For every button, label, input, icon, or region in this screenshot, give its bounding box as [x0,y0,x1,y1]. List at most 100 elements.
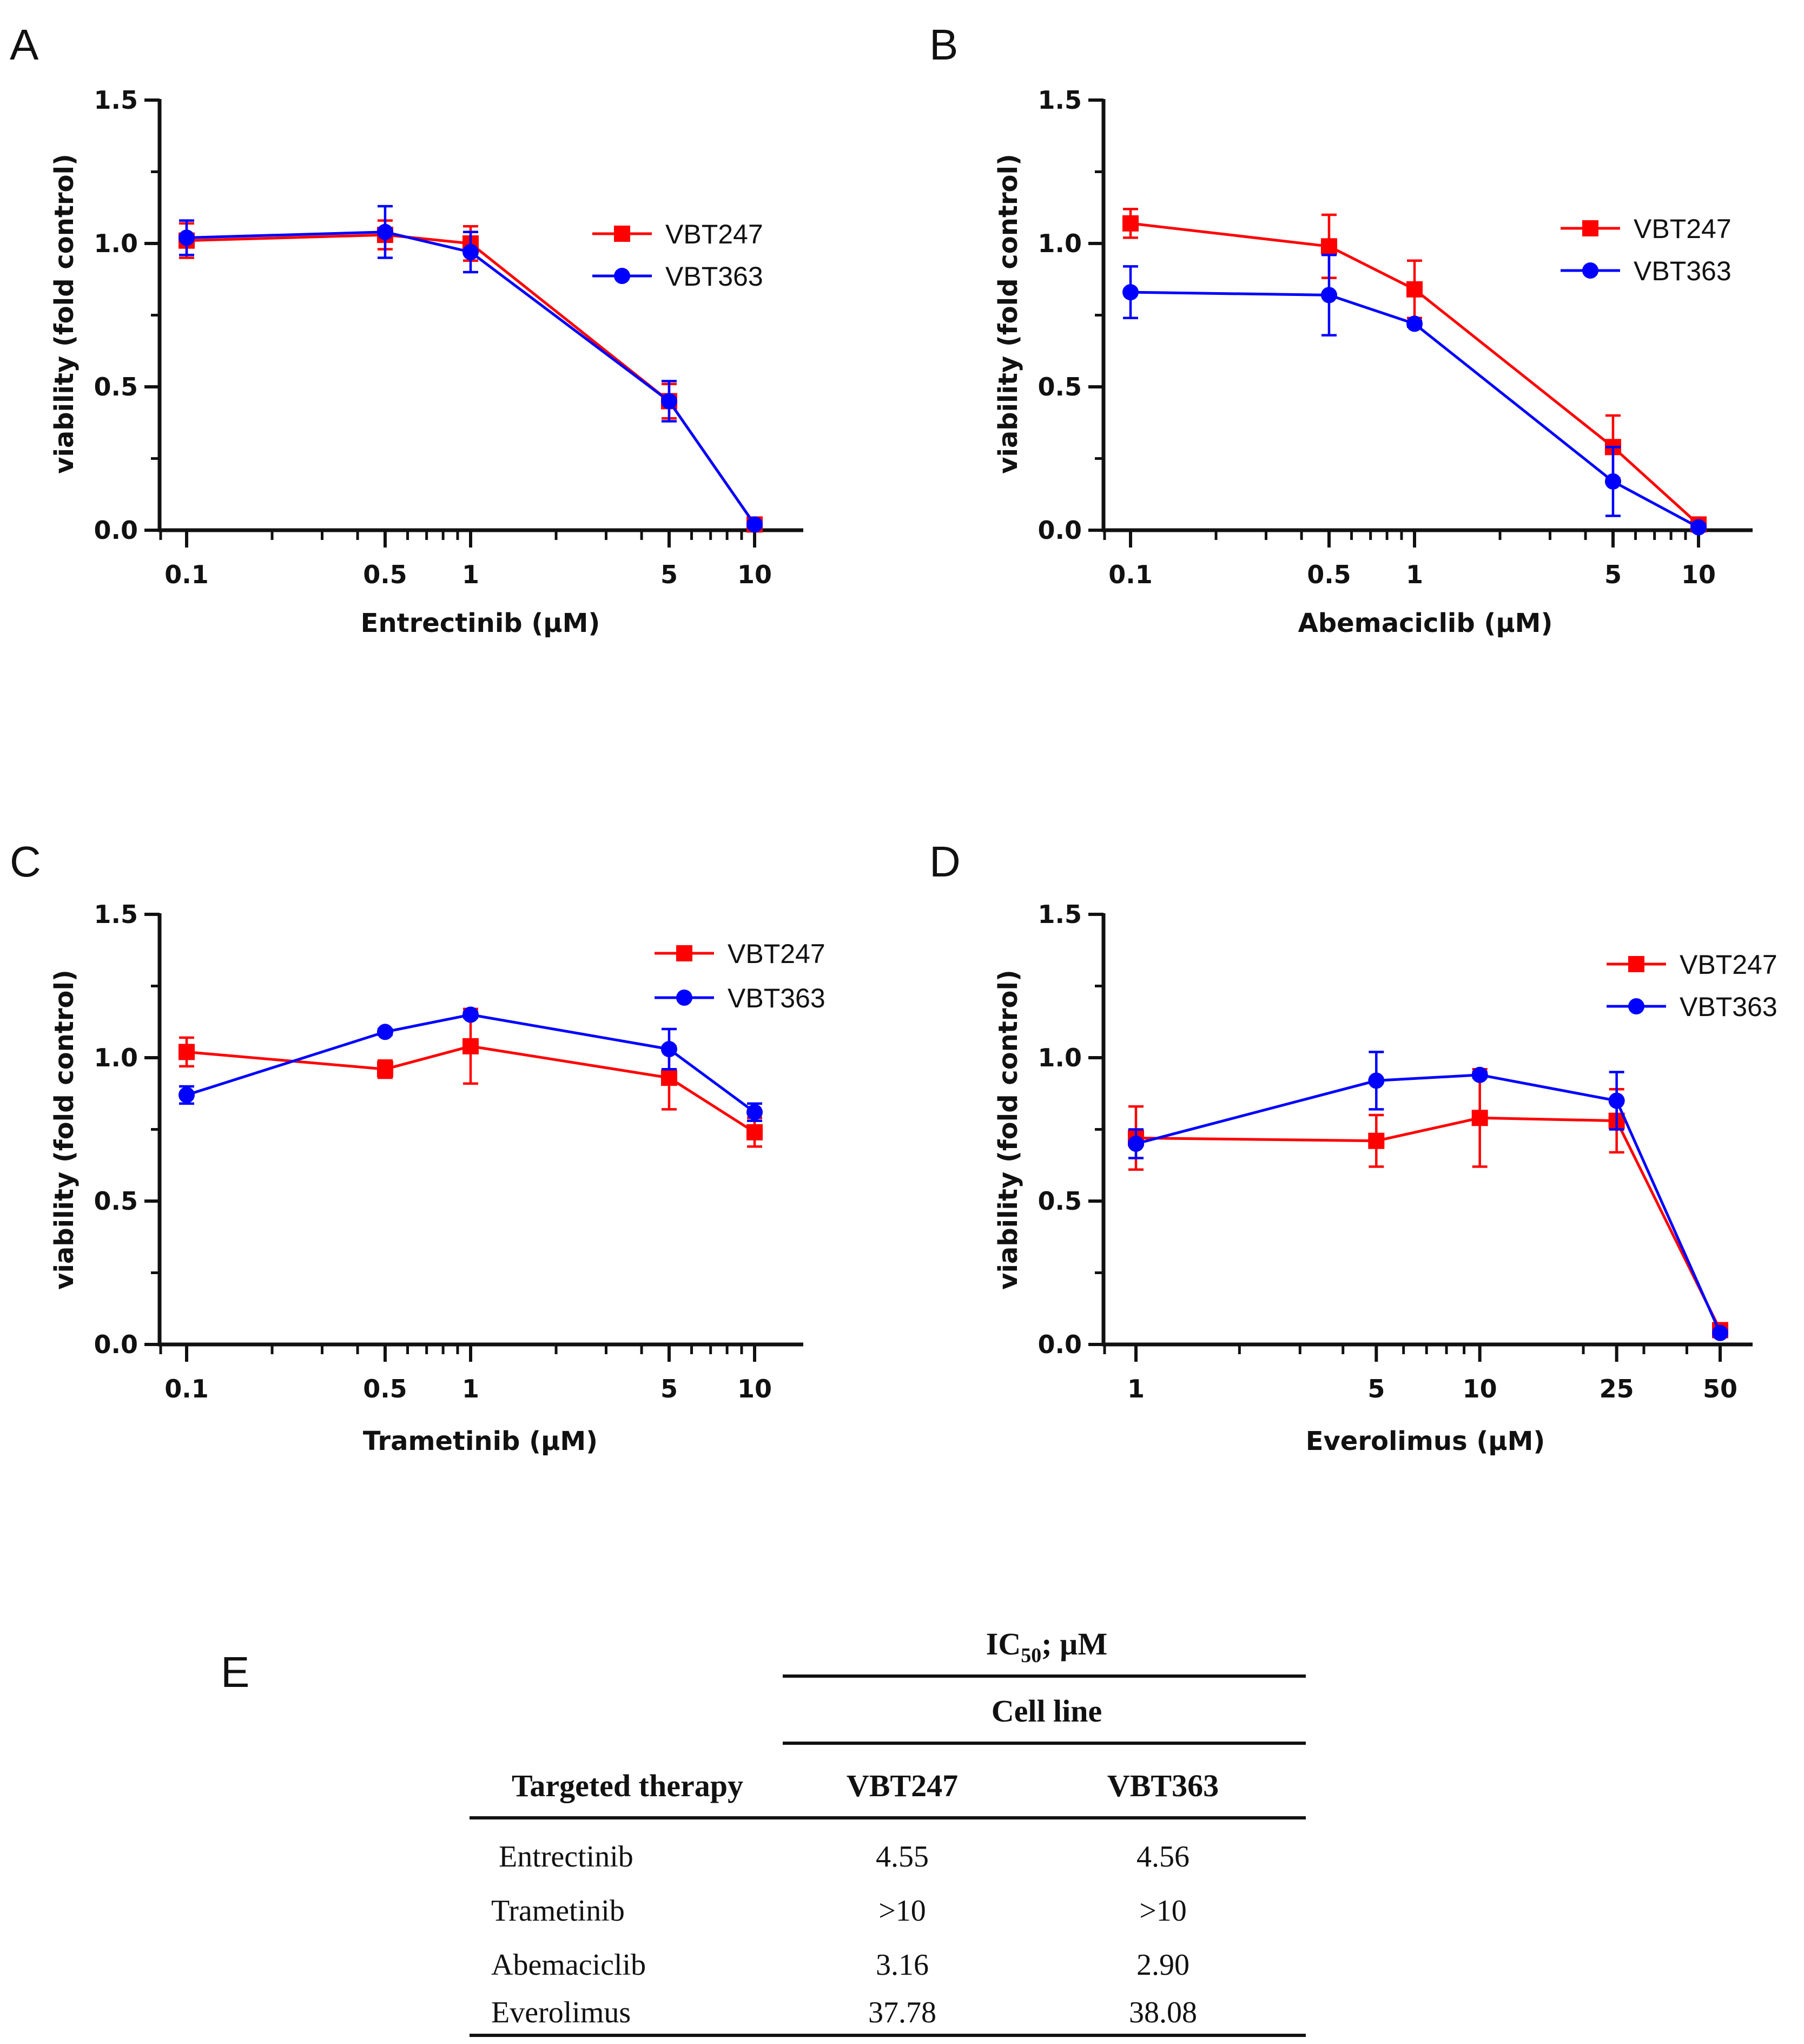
panel-d-legend: VBT247 VBT363 [1607,950,1777,1022]
panel-c-vbt363-legend-marker [676,990,692,1006]
panel-letter-b: B [929,21,958,69]
table-cell-vbt363: 2.90 [1136,1948,1190,1982]
panel-letter-d: D [929,838,961,886]
panel-d-vbt363-point [1368,1072,1385,1089]
table-header-cell-line: Cell line [992,1693,1102,1729]
panel-a-x-tick-label: 0.1 [164,560,209,589]
panel-d-marks [1128,1051,1728,1341]
panel-c-x-axis-title: Trametinib (µM) [363,1426,598,1456]
table-col-vbt363: VBT363 [1107,1768,1219,1803]
panel-c-vbt247-point [179,1044,195,1060]
panel-b-vbt363-point [1122,284,1139,301]
panel-a-vbt247-legend-marker [614,226,630,242]
panel-c-x-tick-label: 10 [737,1374,772,1403]
panel-a-vbt363-point [376,223,393,240]
panel-c-y-axis-title: viability (fold control) [49,970,80,1290]
panel-b-y-axis-title: viability (fold control) [993,154,1023,474]
panel-a-marks [179,205,763,533]
panel-c-x-tick-label: 0.1 [164,1374,209,1403]
panel-c-y-tick-label: 0.0 [94,1330,138,1359]
panel-a-y-tick-label: 1.0 [94,229,138,258]
table-cell-vbt247: 4.55 [876,1840,929,1874]
panel-d-x-tick-label: 5 [1367,1374,1385,1403]
panel-a: A 0.0 0.5 1.0 1.5 0.1 0.5 1 5 10 Entrectinib (µM… [10,21,803,638]
panel-b-legend-vbt247: VBT247 [1634,214,1732,244]
panel-b-y-tick-label: 0.0 [1038,516,1082,545]
panel-b-y-tick-label: 1.5 [1038,85,1082,115]
panel-b-vbt363-point [1320,287,1337,304]
panel-a-axes: 0.0 0.5 1.0 1.5 0.1 0.5 1 5 10 [94,85,803,589]
table-cell-vbt363: >10 [1139,1894,1187,1928]
panel-letter-a: A [10,21,39,69]
panel-a-legend-vbt363: VBT363 [665,261,763,292]
table-cell-vbt247: >10 [878,1894,926,1928]
panel-a-y-axis-title: viability (fold control) [49,154,80,474]
panel-a-x-tick-label: 10 [737,560,772,589]
panel-a-legend-vbt247: VBT247 [665,219,763,249]
panel-b-y-tick-label: 1.0 [1038,229,1082,258]
panel-c-legend-vbt363: VBT363 [728,983,825,1013]
table-row: Abemaciclib 3.16 2.90 [491,1948,1190,1982]
table-col-vbt247: VBT247 [847,1768,958,1803]
panel-a-y-tick-label: 0.5 [94,372,138,401]
panel-c-marks [179,1006,763,1148]
panel-d: D 0.0 0.5 1.0 1.5 1 5 10 25 50 Everolimus (µM) v… [929,838,1777,1456]
panel-c-y-tick-label: 1.5 [94,900,138,929]
panel-a-legend: VBT247 VBT363 [592,219,763,292]
panel-b-vbt363-point [1690,519,1707,536]
panel-b-axes: 0.0 0.5 1.0 1.5 0.1 0.5 1 5 10 [1038,85,1753,589]
panel-c-vbt247-point [660,1070,677,1086]
panel-a-vbt363-point [746,516,763,533]
table-cell-therapy: Abemaciclib [491,1948,646,1982]
table-cell-therapy: Everolimus [491,1996,631,2029]
panel-d-axes: 0.0 0.5 1.0 1.5 1 5 10 25 50 [1038,900,1753,1403]
panel-c-y-tick-label: 1.0 [94,1043,138,1072]
panel-a-y-tick-label: 0.0 [94,516,138,545]
panel-b-x-tick-label: 5 [1604,560,1622,589]
panel-a-x-axis-title: Entrectinib (µM) [361,608,600,638]
panel-a-y-tick-label: 1.5 [94,85,138,115]
panel-b-vbt363-legend-marker [1582,262,1598,279]
panel-d-vbt363-point [1471,1066,1488,1083]
panel-b-vbt363-point [1604,473,1621,490]
panel-b-vbt247-point [1406,281,1423,298]
panel-b-x-tick-label: 0.1 [1108,560,1153,589]
panel-d-legend-vbt247: VBT247 [1680,950,1777,980]
panel-letter-e: E [221,1648,249,1696]
panel-b: B 0.0 0.5 1.0 1.5 0.1 0.5 1 5 10 Abemaciclib (µM… [929,21,1753,638]
panel-c-y-tick-label: 0.5 [94,1186,138,1216]
panel-d-vbt247-legend-marker [1628,956,1644,972]
panel-b-x-tick-label: 10 [1681,560,1716,589]
table-header-ic50: IC50; µM [986,1626,1107,1667]
panel-a-x-tick-label: 0.5 [363,560,407,589]
panel-letter-c: C [10,838,41,886]
table-cell-vbt363: 4.56 [1136,1840,1190,1874]
table-row: Entrectinib 4.55 4.56 [499,1840,1190,1874]
panel-b-x-tick-label: 1 [1406,560,1423,589]
panel-e-table: E IC50; µM Cell line Targeted therapy VB… [221,1626,1306,2037]
panel-d-x-tick-label: 1 [1127,1374,1145,1403]
panel-a-vbt363-legend-marker [614,268,630,284]
panel-b-marks [1122,208,1707,536]
panel-d-vbt247-point [1471,1110,1488,1126]
panel-c-legend: VBT247 VBT363 [655,939,825,1013]
panel-c-vbt247-legend-marker [676,945,692,961]
panel-c-vbt363-point [179,1086,195,1103]
panel-d-x-axis-title: Everolimus (µM) [1306,1426,1545,1456]
table-cell-vbt247: 37.78 [868,1996,936,2029]
panel-b-vbt247-point [1122,215,1139,232]
panel-d-y-tick-label: 1.0 [1038,1043,1082,1072]
table-cell-therapy: Entrectinib [499,1840,633,1874]
panel-d-x-tick-label: 25 [1600,1374,1634,1403]
table-row: Everolimus 37.78 38.08 [491,1996,1197,2029]
panel-d-vbt363-legend-marker [1628,998,1644,1014]
panel-b-y-tick-label: 0.5 [1038,372,1082,401]
panel-b-vbt363-point [1406,315,1423,332]
table-col-targeted-therapy: Targeted therapy [512,1768,743,1803]
panel-c: C 0.0 0.5 1.0 1.5 0.1 0.5 1 5 10 Trametinib (µM)… [10,838,825,1456]
panel-c-axes: 0.0 0.5 1.0 1.5 0.1 0.5 1 5 10 [94,900,803,1403]
panel-c-x-tick-label: 5 [660,1374,678,1403]
panel-c-vbt247-point [746,1124,763,1140]
panel-c-vbt247-point [376,1061,393,1078]
